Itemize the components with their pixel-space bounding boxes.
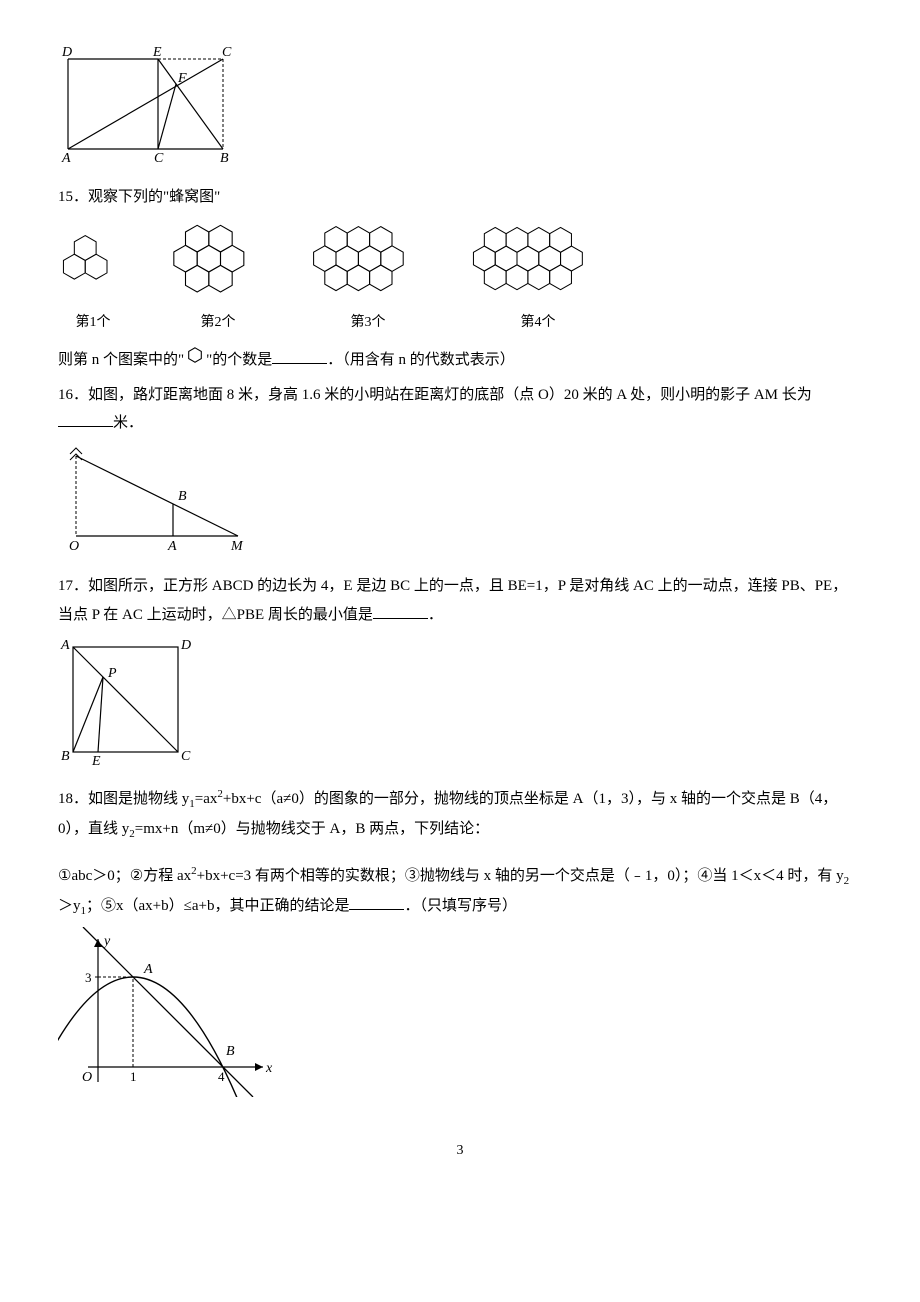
label-F: F [177,71,187,86]
label-y18: y [102,934,111,949]
hc-label-2: 第2个 [168,310,268,337]
label-A: A [61,151,71,164]
honeycomb-1 [58,227,128,297]
blank-q16 [58,411,113,427]
label-O16: O [69,539,79,554]
label-4-18: 4 [218,1069,225,1084]
blank-q17 [373,603,428,619]
q17-text-a: ．如图所示，正方形 ABCD 的边长为 4，E 是边 BC 上的一点，且 BE=… [58,578,847,623]
hc-label-4: 第4个 [468,310,608,337]
label-E: E [152,45,162,60]
label-x18: x [265,1061,273,1076]
question-15: 15．观察下列的"蜂窝图" [58,183,862,212]
label-B17: B [61,749,70,764]
q18-num: 18 [58,791,73,807]
hexagon-inline-icon [186,346,204,375]
q16-text-b: 米． [113,415,143,431]
label-C17: C [181,749,191,764]
q18-text-e: ①abc＞0；②方程 ax [58,868,191,884]
question-18: 18．如图是抛物线 y1=ax2+bx+c（a≠0）的图象的一部分，抛物线的顶点… [58,784,862,845]
q15-line2-b: "的个数是 [206,352,272,368]
page-number: 3 [58,1138,862,1165]
honeycomb-3 [308,217,428,297]
hc-label-1: 第1个 [58,310,128,337]
q18-text-b: =ax [195,791,218,807]
label-1-18: 1 [130,1069,137,1084]
label-E17: E [91,754,101,765]
question-18b: ①abc＞0；②方程 ax2+bx+c=3 有两个相等的实数根；③抛物线与 x … [58,861,862,922]
honeycomb-4 [468,217,608,297]
label-D17: D [180,638,191,653]
label-C-bot: C [154,151,164,164]
label-A17: A [60,638,70,653]
fig-q18: y x A B O 3 1 4 [58,927,862,1108]
label-M16: M [230,539,244,554]
label-P17: P [107,666,117,681]
q18-text-a: ．如图是抛物线 y [73,791,189,807]
q15-line2-a: 则第 n 个图案中的" [58,352,184,368]
fig-q17: A D P B E C [58,635,862,776]
q18-text-f: +bx+c=3 有两个相等的实数根；③抛物线与 x 轴的另一个交点是（﹣1，0）… [197,868,844,884]
label-3-18: 3 [85,970,92,985]
q18-text-i: ．（只填写序号） [404,898,517,914]
q16-num: 16 [58,387,73,403]
q15-num: 15 [58,189,73,205]
fig-q14: D E C F A C B [58,44,862,175]
blank-q18 [349,894,404,910]
label-C-top: C [222,45,232,60]
q15-text-a: ．观察下列的"蜂窝图" [73,189,220,205]
q15-line2: 则第 n 个图案中的" "的个数是 ．（用含有 n 的代数式表示） [58,346,862,375]
label-O18: O [82,1070,92,1085]
honeycomb-2 [168,217,268,297]
q18-text-g: ＞y [58,898,81,914]
label-A18: A [143,962,153,977]
q15-line2-c: ．（用含有 n 的代数式表示） [327,352,515,368]
q17-num: 17 [58,578,73,594]
label-A16: A [167,539,177,554]
label-B16: B [178,489,187,504]
hc-label-3: 第3个 [308,310,428,337]
label-D: D [61,45,72,60]
q17-text-b: ． [428,607,443,623]
honeycomb-figures: 第1个 第2个 [58,217,862,336]
label-B18: B [226,1044,235,1059]
q16-text-a: ．如图，路灯距离地面 8 米，身高 1.6 米的小明站在距离灯的底部（点 O）2… [73,387,812,403]
label-B: B [220,151,229,164]
blank-q15 [272,348,327,364]
q18-text-h: ；⑤x（ax+b）≤a+b，其中正确的结论是 [86,898,349,914]
fig-q16: B O A M [58,444,862,565]
question-16: 16．如图，路灯距离地面 8 米，身高 1.6 米的小明站在距离灯的底部（点 O… [58,381,862,438]
q18-text-d: =mx+n（m≠0）与抛物线交于 A，B 两点，下列结论： [135,821,489,837]
question-17: 17．如图所示，正方形 ABCD 的边长为 4，E 是边 BC 上的一点，且 B… [58,572,862,629]
